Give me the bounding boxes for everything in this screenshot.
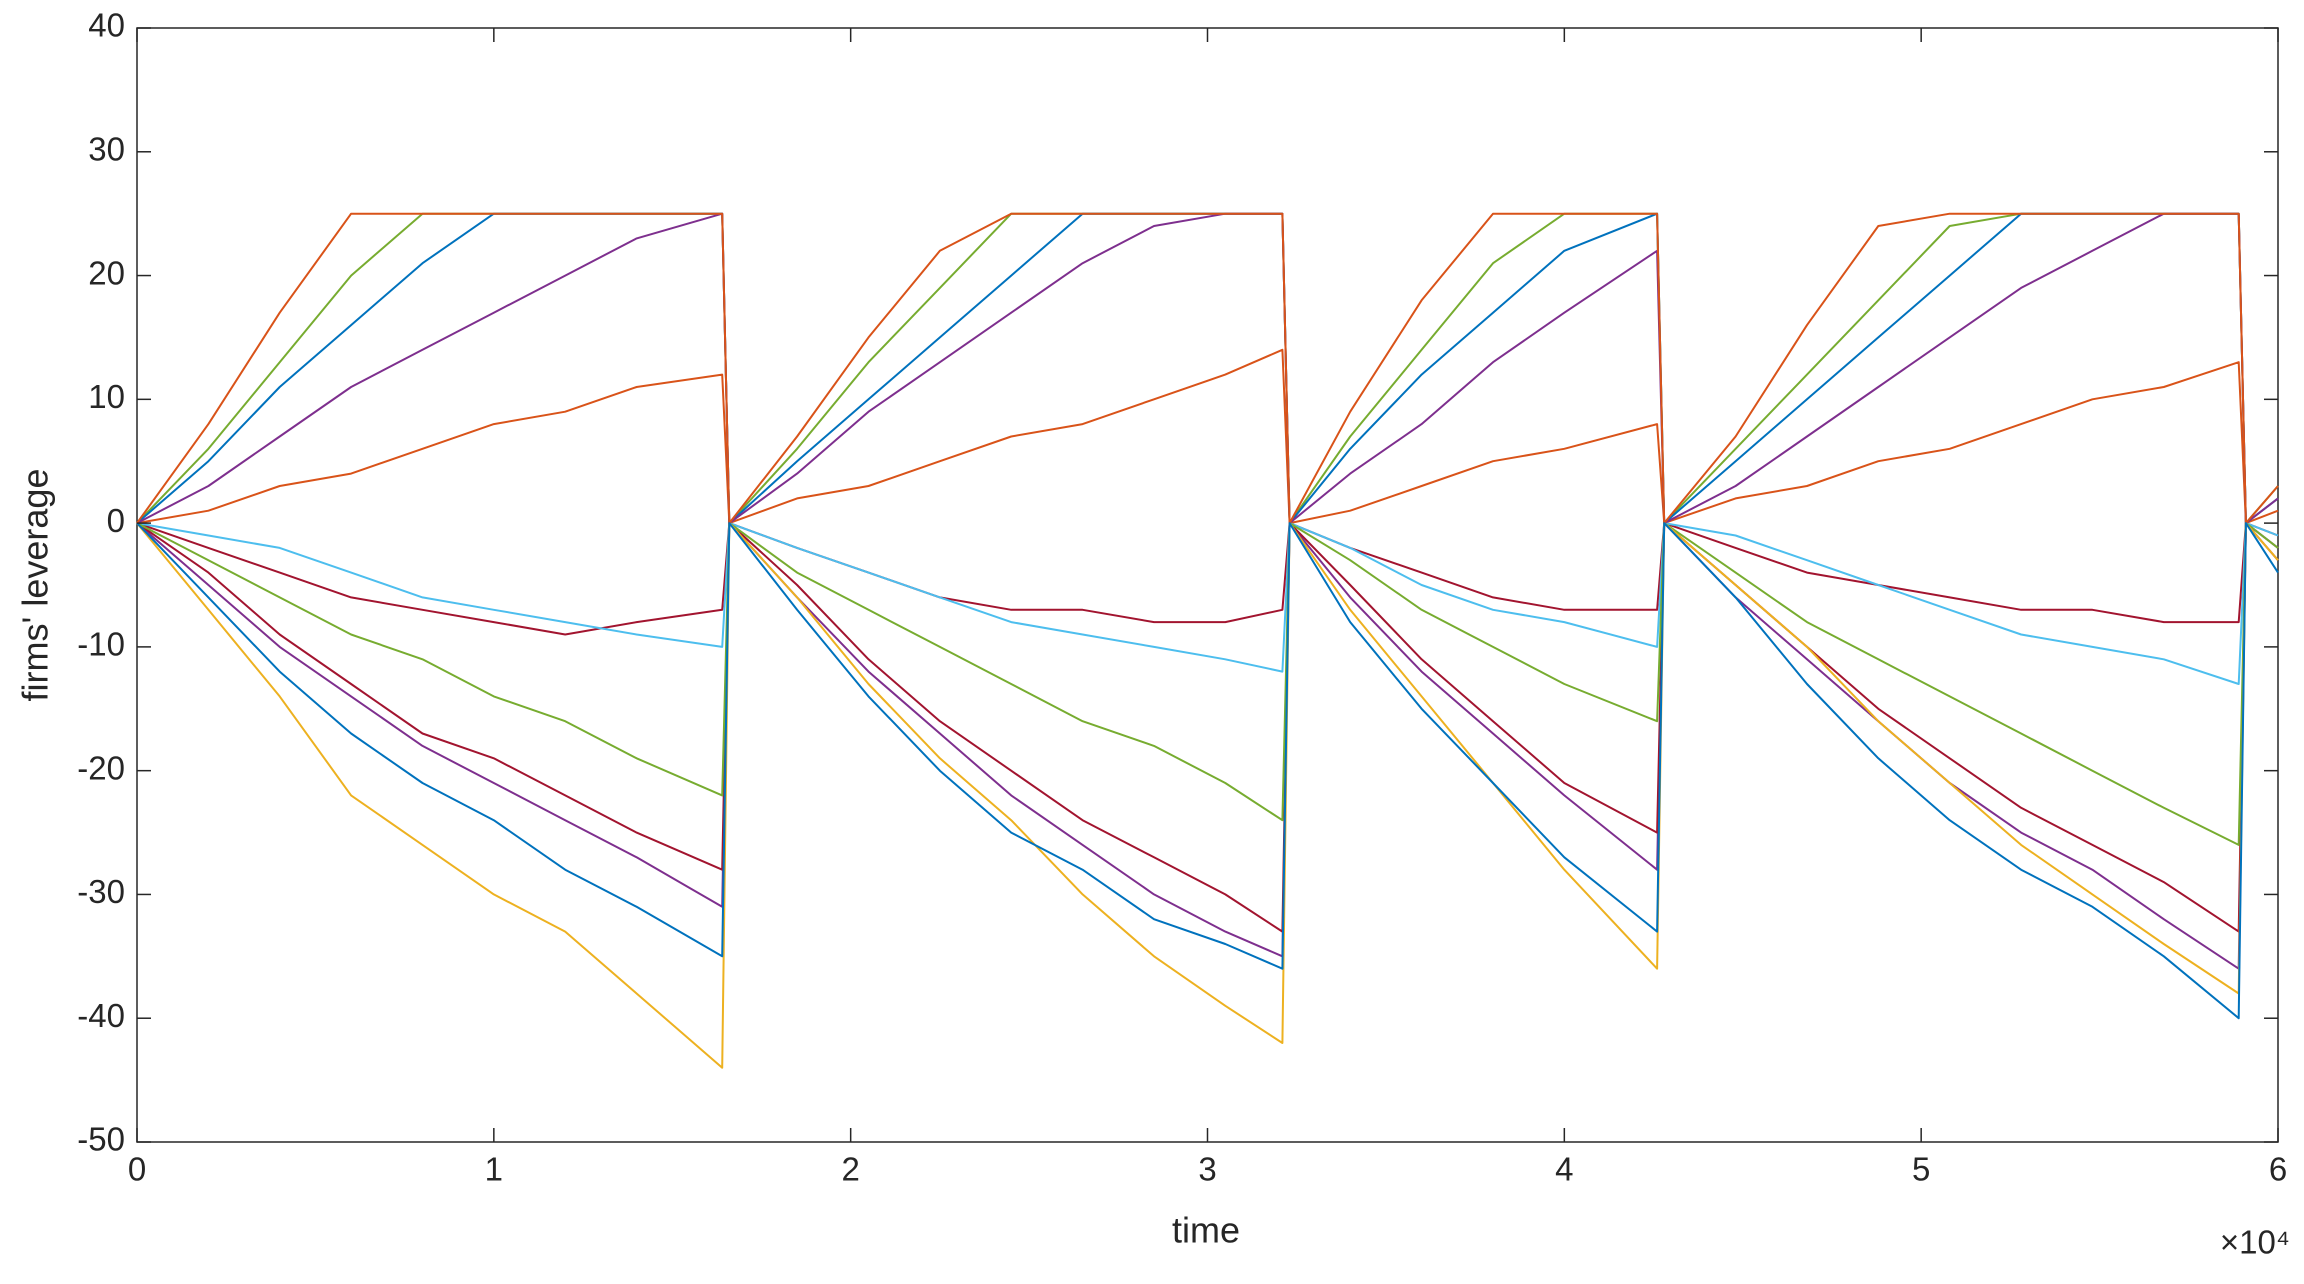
series-line — [136, 348, 2279, 525]
x-tick-label: 3 — [1198, 1151, 1216, 1188]
series-line — [136, 522, 2279, 846]
y-tick-label: 40 — [88, 7, 125, 44]
x-tick-label: 2 — [841, 1151, 859, 1188]
y-tick-label: -30 — [77, 873, 125, 910]
series-line — [136, 212, 2279, 525]
series-line — [136, 522, 2279, 685]
x-axis-label: time — [1172, 1210, 1240, 1251]
series-line — [136, 522, 2279, 1020]
series-line — [136, 522, 2279, 636]
x-tick-label: 6 — [2269, 1151, 2287, 1188]
plot-frame — [136, 27, 2279, 1143]
y-tick-label: -20 — [77, 749, 125, 786]
x-tick-label: 0 — [128, 1151, 146, 1188]
x-multiplier: ×10⁴ — [2220, 1224, 2290, 1261]
x-tick-label: 1 — [485, 1151, 503, 1188]
y-tick-label: 0 — [107, 502, 125, 539]
y-axis-label: firms' leverage — [15, 469, 56, 702]
x-tick-label: 4 — [1555, 1151, 1573, 1188]
y-tick-label: -50 — [77, 1121, 125, 1158]
series-line — [136, 522, 2279, 1069]
y-tick-label: 10 — [88, 378, 125, 415]
y-tick-label: -10 — [77, 626, 125, 663]
y-tick-label: -40 — [77, 997, 125, 1034]
x-tick-label: 5 — [1912, 1151, 1930, 1188]
y-tick-label: 30 — [88, 130, 125, 167]
y-tick-label: 20 — [88, 254, 125, 291]
